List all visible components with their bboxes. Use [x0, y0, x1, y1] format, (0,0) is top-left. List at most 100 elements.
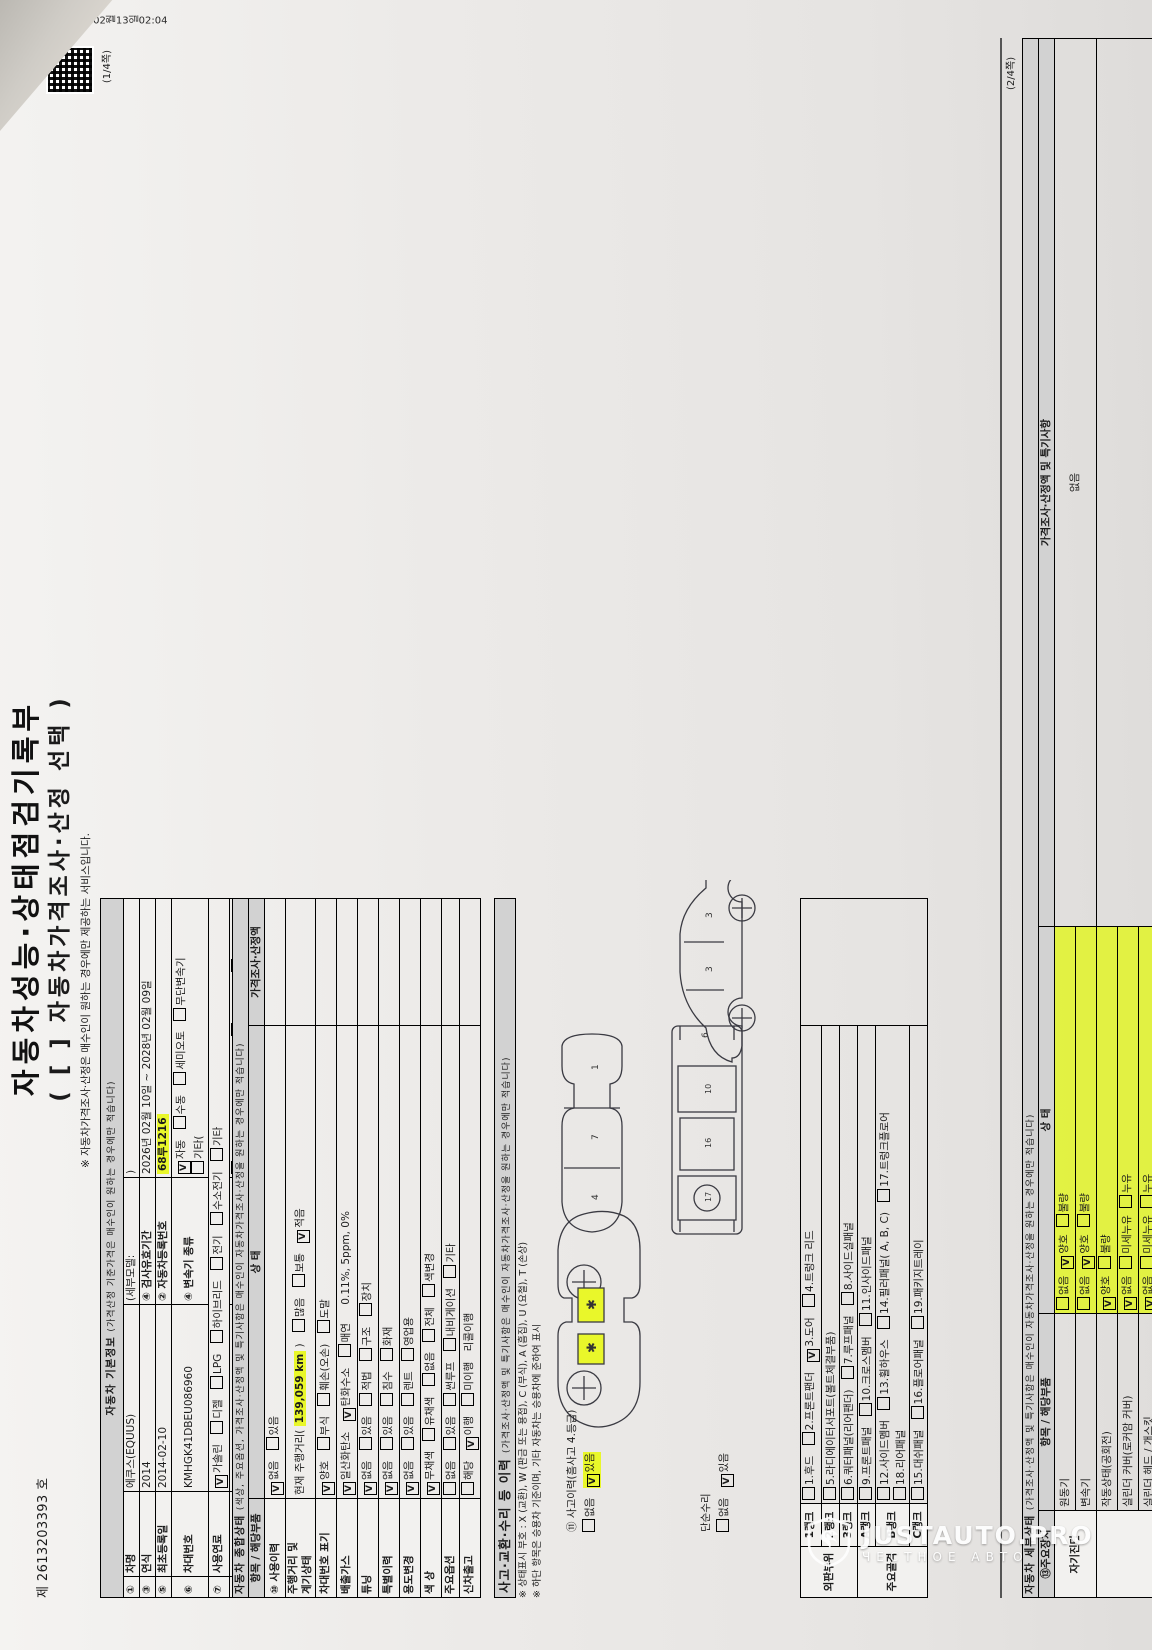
recall-applicable[interactable]: 해당 [460, 1461, 476, 1495]
detail-item-state: 없음 V양호 불량 [1075, 926, 1097, 1314]
usechg-yes[interactable]: 있음 [400, 1416, 416, 1451]
detail-option-없음[interactable]: V없음 [1121, 1276, 1138, 1310]
detail-option-미세누유[interactable]: 미세누유 [1119, 1215, 1134, 1269]
opt-none[interactable]: 없음 [442, 1461, 458, 1495]
color-full[interactable]: 전체 [421, 1307, 437, 1342]
part-6[interactable]: 6.쿼터패널(리어팬더) [841, 1390, 856, 1500]
detail-option-없음[interactable]: 없음 [1077, 1276, 1092, 1310]
tuning-none[interactable]: V없음 [361, 1461, 377, 1495]
tuning-structure[interactable]: 구조 [358, 1327, 374, 1361]
color-chromatic[interactable]: 유채색 [421, 1397, 437, 1441]
usechg-none[interactable]: V없음 [403, 1461, 419, 1495]
mileage-normal[interactable]: 보통 [291, 1253, 307, 1288]
option-electric[interactable]: 전기 [209, 1235, 225, 1270]
vin-corroded[interactable]: 부식 [316, 1416, 332, 1451]
part-5[interactable]: 5.라디에이터서포트(볼트체결부품) [823, 1332, 838, 1500]
opt-sunroof[interactable]: 썬루프 [442, 1362, 458, 1406]
recall-notdone[interactable]: 미이행 [460, 1362, 476, 1406]
recall-done[interactable]: V이행 [463, 1416, 479, 1451]
part-7[interactable]: 7.루프패널 [841, 1315, 856, 1380]
part-14[interactable]: 14.필러패널( A, B, C) [877, 1212, 892, 1329]
part-8[interactable]: 8.사이드실패널 [841, 1222, 856, 1306]
color-none[interactable]: 없음 [421, 1352, 437, 1387]
row-label: 사용연료 [208, 1491, 229, 1577]
usage-yes[interactable]: 있음 [266, 1416, 281, 1451]
usechg-business[interactable]: 영업용 [400, 1317, 416, 1361]
detail-option-양호[interactable]: V양호 [1079, 1234, 1096, 1269]
part-19[interactable]: 19.패키지트레이 [910, 1239, 926, 1329]
detail-option-불량[interactable]: 불량 [1077, 1193, 1092, 1228]
detail-option-없음[interactable]: 없음 [1056, 1276, 1071, 1310]
detail-option-누유[interactable]: 누유 [1140, 1174, 1152, 1209]
part-2[interactable]: 2.프론트팬더 [802, 1372, 817, 1446]
usage-none[interactable]: V없음 [268, 1461, 285, 1495]
tuning-device[interactable]: 장치 [358, 1282, 374, 1317]
detail-group-label: 원동기 [1096, 1510, 1152, 1598]
option-trans-other[interactable]: 기타( [191, 1136, 206, 1174]
svg-text:17: 17 [704, 1192, 713, 1202]
option-auto[interactable]: V자동 [175, 1140, 192, 1174]
part-11[interactable]: 11.인사이드패널 [859, 1236, 874, 1326]
detail-option-불량[interactable]: 불량 [1056, 1193, 1071, 1228]
option-semiauto[interactable]: 세미오토 [173, 1031, 188, 1085]
emission-smoke[interactable]: 매연 [337, 1323, 353, 1358]
part-15[interactable]: 15.대쉬패널 [910, 1430, 926, 1500]
table-row: 튜닝 V없음 있음 적법 구조 장치 [357, 898, 379, 1598]
part-3[interactable]: V3.도어 [804, 1317, 820, 1362]
part-16[interactable]: 16.플로어패널 [910, 1339, 926, 1420]
color-achromatic[interactable]: V무채색 [424, 1451, 440, 1495]
emission-hc[interactable]: V탄화수소 [340, 1368, 356, 1422]
special-flood[interactable]: 침수 [379, 1371, 395, 1406]
option-hydrogen[interactable]: 수소전기 [209, 1171, 225, 1225]
accident-none[interactable]: 없음 [582, 1498, 597, 1532]
opt-navigation[interactable]: 내비게이션 [442, 1288, 458, 1352]
part-18[interactable]: 18.리어패널 [892, 1430, 908, 1500]
option-lpg[interactable]: LPG [209, 1354, 225, 1389]
color-changed[interactable]: 색변경 [421, 1253, 437, 1297]
detail-option-양호[interactable]: V양호 [1058, 1234, 1075, 1269]
tuning-yes[interactable]: 있음 [358, 1416, 374, 1451]
special-fire[interactable]: 화재 [379, 1327, 395, 1361]
option-cvt[interactable]: 무단변속기 [173, 957, 188, 1021]
option-manual[interactable]: 수동 [173, 1095, 188, 1130]
simple-none[interactable]: 없음 [716, 1498, 731, 1532]
opt-yes[interactable]: 있음 [442, 1416, 458, 1451]
tuning-legal[interactable]: 적법 [358, 1371, 374, 1406]
part-17[interactable]: 17.트렁크플로어 [877, 1112, 892, 1202]
recall-price [459, 898, 481, 1026]
mileage-state: 현재 주행거리( 139,059 km ) 많음 보통 V적음 [285, 1025, 316, 1499]
special-yes[interactable]: 있음 [379, 1416, 395, 1451]
svg-text:3: 3 [705, 912, 715, 918]
detail-option-없음[interactable]: V없음 [1142, 1276, 1152, 1310]
inspection-period-label: ④ 검사유효기간 [139, 1177, 156, 1305]
accident-yes[interactable]: V있음 [584, 1453, 601, 1488]
detail-option-미세누유[interactable]: 미세누유 [1140, 1215, 1152, 1269]
option-fuel-other[interactable]: 기타 [209, 1127, 225, 1162]
vin-painted[interactable]: 도말 [316, 1299, 332, 1334]
option-diesel[interactable]: 디젤 [209, 1399, 225, 1434]
part-9[interactable]: 9.프론트패널 [859, 1427, 874, 1500]
simple-repair-block: 단순수리 없음 V있음 [700, 1446, 735, 1532]
option-hybrid[interactable]: 하이브리드 [209, 1280, 225, 1344]
vin-good[interactable]: V양호 [319, 1461, 335, 1495]
mileage-many[interactable]: 많음 [291, 1298, 307, 1333]
option-gasoline[interactable]: V가솔린 [212, 1444, 228, 1488]
special-none[interactable]: V없음 [382, 1461, 398, 1495]
part-12[interactable]: 12.사이드멤버 [877, 1420, 892, 1500]
mileage-few[interactable]: V적음 [294, 1208, 310, 1243]
part-1[interactable]: 1.후드 [802, 1456, 817, 1500]
simple-yes[interactable]: V있음 [718, 1453, 735, 1488]
recall-label-text[interactable]: 리콜이행 [462, 1312, 475, 1352]
opt-other[interactable]: 기타 [442, 1243, 458, 1278]
part-4[interactable]: 4.트렁크 리드 [802, 1230, 817, 1307]
detail-option-불량[interactable]: 불량 [1098, 1234, 1113, 1269]
part-13[interactable]: 13.휠하우스 [877, 1339, 892, 1410]
rank-c: C랭크 [909, 1503, 928, 1547]
part-10[interactable]: 10.크로스멤버 [859, 1336, 874, 1417]
emission-co[interactable]: V일산화탄소 [340, 1432, 356, 1495]
table-row: 차대번호 표기 V양호 부식 훼손(오손) 도말 [315, 898, 337, 1598]
detail-option-누유[interactable]: 누유 [1119, 1174, 1134, 1209]
usechg-rent[interactable]: 렌트 [400, 1371, 416, 1406]
detail-option-양호[interactable]: V양호 [1100, 1276, 1117, 1310]
vin-damaged[interactable]: 훼손(오손) [316, 1344, 332, 1406]
